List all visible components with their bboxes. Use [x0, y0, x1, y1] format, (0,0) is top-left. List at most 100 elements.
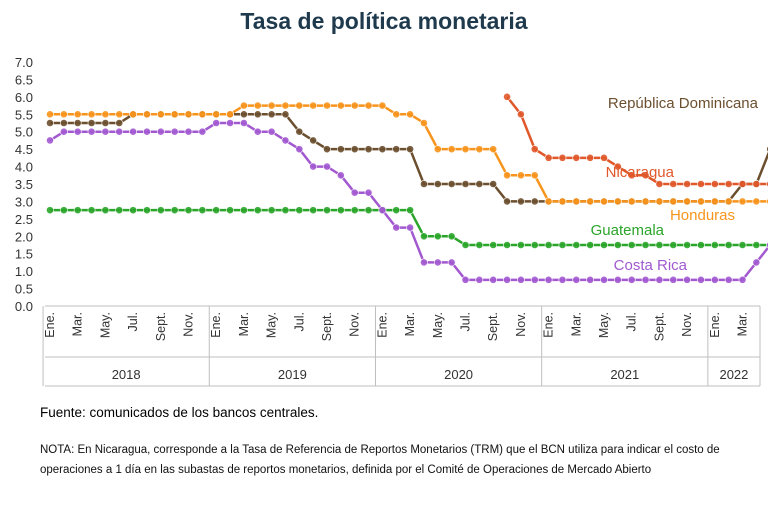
- data-point: [350, 206, 359, 215]
- data-point: [558, 153, 567, 162]
- data-point: [433, 145, 442, 154]
- data-point: [129, 127, 137, 136]
- series-label: Honduras: [670, 207, 735, 224]
- data-point: [406, 110, 414, 119]
- data-point: [73, 110, 82, 119]
- data-point: [738, 197, 747, 206]
- data-point: [600, 275, 608, 284]
- x-tick-label: Jul.: [126, 312, 140, 331]
- data-point: [253, 206, 262, 215]
- data-point: [156, 110, 165, 119]
- data-point: [350, 101, 359, 110]
- data-point: [683, 241, 691, 249]
- data-point: [752, 197, 761, 206]
- data-point: [517, 171, 525, 180]
- data-point: [170, 110, 179, 119]
- data-point: [309, 136, 318, 145]
- data-point: [475, 241, 484, 249]
- data-point: [752, 258, 761, 267]
- data-point: [544, 275, 553, 284]
- data-point: [323, 145, 331, 154]
- year-label: 2021: [610, 367, 639, 382]
- data-point: [683, 180, 691, 188]
- data-point: [226, 206, 234, 215]
- data-point: [710, 197, 719, 206]
- data-point: [420, 180, 428, 188]
- data-point: [572, 275, 581, 284]
- data-point: [253, 110, 262, 119]
- data-point: [350, 145, 359, 154]
- y-tick-label: 1.5: [15, 247, 33, 262]
- data-point: [544, 197, 553, 206]
- x-tick-label: Mar.: [237, 312, 251, 336]
- y-tick-label: 5.0: [15, 125, 33, 140]
- x-tick-label: Sept.: [154, 312, 168, 341]
- data-point: [710, 241, 719, 249]
- x-tick-label: Mar.: [569, 312, 583, 336]
- data-point: [461, 241, 470, 249]
- data-point: [129, 206, 137, 215]
- data-point: [198, 206, 207, 215]
- data-point: [73, 119, 82, 127]
- data-point: [669, 197, 678, 206]
- data-point: [586, 153, 595, 162]
- data-point: [336, 171, 345, 180]
- data-point: [267, 101, 276, 110]
- x-tick-label: Ene.: [209, 312, 223, 338]
- x-tick-label: Nov.: [680, 312, 694, 337]
- data-point: [156, 206, 165, 215]
- chart-svg: 0.0 0.5 1.0 1.5 2.0 2.5 3.0 3.5 4.0 4.5 5.0 5.5 6.0 6…: [15, 55, 768, 387]
- data-point: [87, 110, 96, 119]
- x-tick-label: Sept.: [652, 312, 666, 341]
- data-point: [489, 241, 498, 249]
- data-point: [641, 241, 650, 249]
- data-point: [724, 241, 733, 249]
- y-tick-label: 2.5: [15, 212, 33, 227]
- data-point: [281, 206, 290, 215]
- data-point: [212, 119, 221, 127]
- data-point: [738, 275, 747, 284]
- data-point: [710, 180, 719, 188]
- x-tick-label: Mar.: [71, 312, 85, 336]
- data-point: [59, 127, 68, 136]
- data-point: [503, 197, 511, 206]
- data-point: [627, 275, 636, 284]
- data-point: [627, 171, 636, 180]
- x-tick-label: Nov.: [348, 312, 362, 337]
- data-point: [378, 206, 387, 215]
- data-point: [46, 136, 54, 145]
- data-point: [613, 162, 622, 171]
- data-point: [323, 162, 331, 171]
- data-point: [503, 171, 511, 180]
- data-point: [669, 275, 678, 284]
- data-point: [364, 188, 373, 197]
- data-point: [544, 153, 553, 162]
- data-point: [420, 258, 428, 267]
- data-point: [184, 127, 193, 136]
- data-point: [572, 197, 581, 206]
- data-point: [406, 206, 414, 215]
- data-point: [600, 197, 608, 206]
- x-tick-label: Ene.: [375, 312, 389, 338]
- data-point: [572, 153, 581, 162]
- data-point: [392, 223, 401, 232]
- data-point: [669, 241, 678, 249]
- data-point: [447, 232, 456, 241]
- source-text: Fuente: comunicados de los bancos centra…: [40, 405, 319, 420]
- x-tick-label: May.: [265, 312, 279, 338]
- data-point: [641, 197, 650, 206]
- data-point: [697, 197, 705, 206]
- data-point: [101, 119, 110, 127]
- data-point: [738, 241, 747, 249]
- data-point: [586, 197, 595, 206]
- data-point: [461, 275, 470, 284]
- data-point: [295, 206, 304, 215]
- data-point: [475, 180, 484, 188]
- data-point: [558, 275, 567, 284]
- data-point: [226, 110, 234, 119]
- data-point: [212, 110, 221, 119]
- data-point: [350, 188, 359, 197]
- data-point: [461, 180, 470, 188]
- x-tick-label: Mar.: [736, 312, 750, 336]
- data-point: [364, 145, 373, 154]
